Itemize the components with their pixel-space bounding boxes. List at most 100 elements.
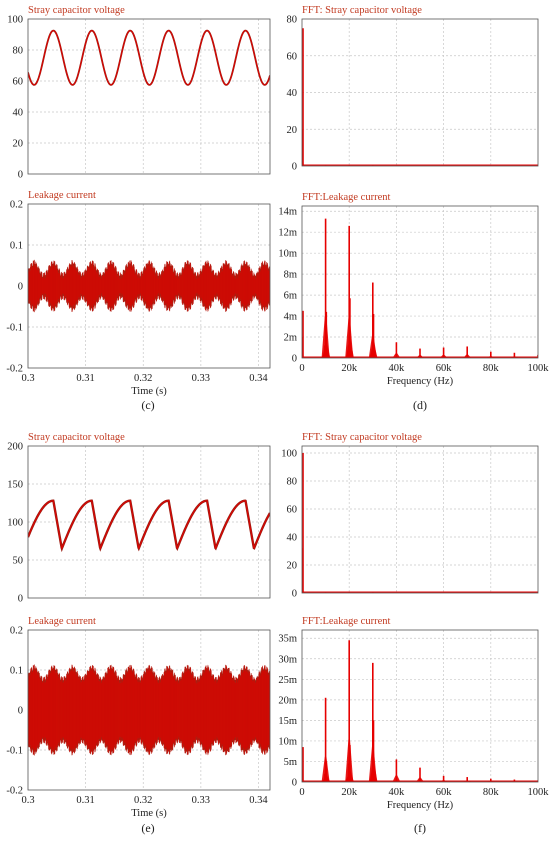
spectrum-skirt [322, 775, 331, 782]
spectrum-skirt [345, 770, 354, 782]
x-tick-label: 20k [341, 363, 358, 374]
spectrum-skirt [416, 777, 424, 782]
plot-frame [301, 18, 539, 167]
y-tick-label: 25m [278, 675, 297, 686]
plot-area [302, 640, 538, 782]
y-tick-label: 80 [287, 477, 298, 488]
y-tick-label: 5m [284, 757, 297, 768]
y-tick-label: 50 [13, 556, 24, 567]
spectrum-skirt [392, 775, 401, 782]
y-tick-label: 0.2 [10, 626, 23, 637]
spectrum-skirt [439, 780, 448, 782]
plot-area [28, 259, 270, 313]
caption-c: (c) [141, 398, 154, 412]
series-line [28, 29, 270, 86]
y-tick-label: 150 [7, 480, 23, 491]
y-tick-label: 0.2 [10, 200, 23, 211]
y-tick-label: 20 [13, 139, 24, 150]
plot-frame [27, 203, 271, 369]
series-line-highlight [28, 30, 270, 86]
x-tick-label: 0.3 [21, 795, 34, 806]
y-tick-label: 0 [292, 162, 297, 173]
plot-area [28, 29, 270, 86]
plot-frame [27, 445, 271, 599]
panel-c_bottom: Leakage current -0.2 -0.1 0 0.1 0.2 0.3 0.31 0.3… [6, 190, 271, 397]
x-tick-label: 0.3 [21, 373, 34, 384]
spectrum-skirt [369, 344, 378, 358]
y-tick-label: 0 [292, 778, 297, 789]
plot-frame [27, 629, 271, 791]
y-tick-label: 60 [287, 51, 298, 62]
y-tick-label: 20 [287, 561, 298, 572]
x-tick-label: 80k [483, 363, 500, 374]
panel-f_bottom: FFT:Leakage current 0 5m 10m 15m 20m 25m 30m 35m… [278, 616, 549, 811]
y-tick-label: -0.1 [6, 323, 23, 334]
y-tick-label: 2m [284, 333, 297, 344]
panel-d_top: FFT: Stray capacitor voltage 0 20 40 60 80 [287, 5, 539, 173]
y-tick-label: 0 [18, 170, 23, 181]
y-tick-label: 80 [287, 15, 298, 26]
y-tick-label: 14m [278, 207, 297, 218]
plot-frame [27, 18, 271, 175]
y-tick-label: 12m [278, 228, 297, 239]
caption-d: (d) [413, 398, 427, 412]
panel-c_top: Stray capacitor voltage 0 20 40 60 80 100 [7, 5, 271, 181]
spectrum-skirt [369, 763, 378, 782]
y-tick-label: 0.1 [10, 241, 23, 252]
y-tick-label: 200 [7, 442, 23, 453]
spectrum-skirt [392, 353, 401, 358]
y-tick-label: 10m [278, 249, 297, 260]
spectrum-skirt [439, 354, 448, 358]
y-tick-label: 15m [278, 716, 297, 727]
y-tick-label: 30m [278, 654, 297, 665]
y-tick-label: 60 [287, 505, 298, 516]
y-tick-label: 20m [278, 695, 297, 706]
x-tick-label: 0.32 [134, 795, 152, 806]
y-tick-label: 35m [278, 634, 297, 645]
x-axis-label: Time (s) [131, 808, 167, 819]
x-axis-label: Time (s) [131, 386, 167, 397]
y-tick-label: -0.2 [6, 786, 23, 797]
x-tick-label: 0.33 [192, 795, 210, 806]
panel-title: FFT: Stray capacitor voltage [302, 5, 422, 16]
y-tick-label: 10m [278, 736, 297, 747]
caption-e: (e) [141, 821, 154, 835]
x-tick-label: 100k [528, 787, 550, 798]
y-tick-label: -0.1 [6, 746, 23, 757]
x-tick-label: 0.32 [134, 373, 152, 384]
y-tick-label: 0 [292, 589, 297, 600]
plot-area [302, 28, 538, 166]
y-tick-label: 100 [7, 15, 23, 26]
plot-frame [301, 445, 539, 594]
y-tick-label: 0 [292, 354, 297, 365]
y-tick-label: 80 [13, 46, 24, 57]
x-tick-label: 0.33 [192, 373, 210, 384]
x-tick-label: 0.34 [249, 373, 268, 384]
panel-title: Leakage current [28, 190, 96, 201]
y-tick-label: 60 [13, 77, 24, 88]
x-tick-label: 0 [299, 787, 304, 798]
y-tick-label: 0 [18, 594, 23, 605]
x-tick-label: 80k [483, 787, 500, 798]
spectrum-skirt [463, 354, 472, 358]
x-tick-label: 0.31 [76, 795, 94, 806]
panel-f_top: FFT: Stray capacitor voltage 0 20 40 60 80 100 [281, 432, 539, 600]
y-tick-label: 40 [287, 533, 298, 544]
plot-area [28, 664, 270, 756]
x-tick-label: 0 [299, 363, 304, 374]
y-tick-label: 0 [18, 282, 23, 293]
panel-title: FFT:Leakage current [302, 616, 390, 627]
y-tick-label: -0.2 [6, 364, 23, 375]
spectrum-skirt [486, 356, 495, 358]
y-tick-label: 0.1 [10, 666, 23, 677]
panel-title: Leakage current [28, 616, 96, 627]
y-tick-label: 40 [13, 108, 24, 119]
plot-area [302, 453, 538, 593]
caption-f: (f) [414, 821, 426, 835]
x-tick-label: 40k [389, 363, 406, 374]
panel-d_bottom: FFT:Leakage current 0 2m 4m 6m 8m 10m 12m 14m 0 20… [278, 192, 549, 387]
y-tick-label: 20 [287, 125, 298, 136]
x-axis-label: Frequency (Hz) [387, 800, 454, 811]
plot-area [28, 499, 270, 553]
